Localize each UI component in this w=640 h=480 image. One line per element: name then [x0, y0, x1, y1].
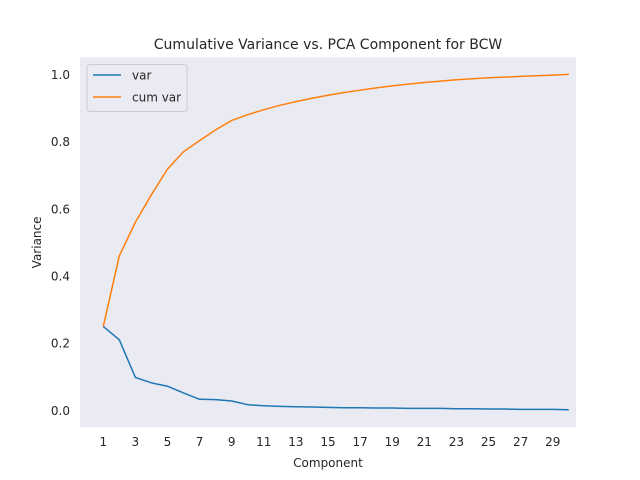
legend-label-cum-var: cum var — [132, 91, 181, 105]
y-axis-label: Variance — [30, 216, 44, 268]
x-tick-label: 15 — [320, 435, 335, 449]
y-tick-label: 0.2 — [51, 337, 70, 351]
series-layer — [102, 73, 569, 411]
x-tick-label: 9 — [228, 435, 236, 449]
y-tick-label: 1.0 — [51, 68, 70, 82]
legend: var cum var — [86, 64, 188, 112]
x-tick-label: 13 — [288, 435, 303, 449]
legend-label-var: var — [132, 69, 151, 83]
y-tick-label: 0.6 — [51, 202, 70, 216]
x-tick-label: 27 — [513, 435, 528, 449]
x-axis-label: Component — [293, 456, 363, 470]
series-line-var — [102, 325, 569, 411]
x-tick-label: 11 — [256, 435, 271, 449]
legend-box — [86, 64, 188, 112]
x-tick-label: 25 — [481, 435, 496, 449]
y-tick-label: 0.0 — [51, 404, 70, 418]
x-tick-label: 23 — [449, 435, 464, 449]
y-tick-label: 0.4 — [51, 270, 70, 284]
x-tick-labels: 1 3 5 7 9 11 13 15 17 19 21 23 25 27 29 — [99, 435, 560, 449]
x-tick-label: 17 — [352, 435, 367, 449]
plot-area — [80, 57, 576, 428]
y-tick-label: 0.8 — [51, 135, 70, 149]
x-tick-label: 29 — [545, 435, 560, 449]
x-tick-label: 3 — [132, 435, 140, 449]
x-tick-label: 21 — [417, 435, 432, 449]
x-tick-label: 1 — [99, 435, 107, 449]
x-tick-label: 5 — [164, 435, 172, 449]
series-line-cum-var — [102, 73, 569, 327]
x-tick-label: 7 — [196, 435, 204, 449]
chart-title: Cumulative Variance vs. PCA Component fo… — [154, 37, 503, 53]
y-tick-labels: 0.0 0.2 0.4 0.6 0.8 1.0 — [51, 68, 70, 418]
x-tick-label: 19 — [385, 435, 400, 449]
